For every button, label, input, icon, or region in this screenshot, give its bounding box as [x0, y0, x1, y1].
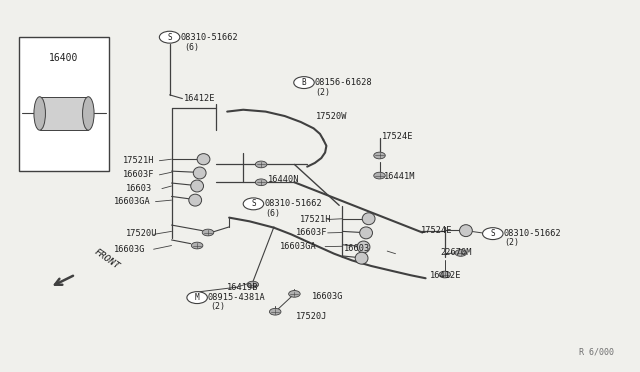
Text: 17520U: 17520U: [125, 229, 157, 238]
Circle shape: [202, 229, 214, 236]
Text: R 6/000: R 6/000: [579, 347, 614, 356]
Ellipse shape: [197, 154, 210, 165]
Ellipse shape: [355, 252, 368, 264]
Circle shape: [269, 308, 281, 315]
Text: S: S: [251, 199, 256, 208]
Circle shape: [439, 271, 451, 278]
Text: FRONT: FRONT: [93, 247, 122, 271]
Text: B: B: [301, 78, 307, 87]
Bar: [19, 37, 109, 171]
Circle shape: [191, 242, 203, 249]
Circle shape: [483, 228, 503, 240]
Ellipse shape: [34, 97, 45, 130]
Ellipse shape: [83, 97, 94, 130]
Circle shape: [374, 152, 385, 159]
Text: 16603F: 16603F: [123, 170, 154, 179]
Circle shape: [187, 292, 207, 304]
Circle shape: [374, 172, 385, 179]
Text: 17521H: 17521H: [300, 215, 331, 224]
Bar: [40, 97, 88, 130]
Text: 16603G: 16603G: [312, 292, 344, 301]
Text: 16419B: 16419B: [227, 283, 259, 292]
Text: 08310-51662: 08310-51662: [504, 229, 561, 238]
Text: M: M: [195, 293, 200, 302]
Text: (6): (6): [184, 43, 199, 52]
Circle shape: [455, 250, 467, 256]
Text: (6): (6): [265, 209, 280, 218]
Ellipse shape: [460, 225, 472, 237]
Text: 08310-51662: 08310-51662: [264, 199, 322, 208]
Text: 16441M: 16441M: [384, 172, 415, 181]
Text: 17524E: 17524E: [421, 226, 452, 235]
Text: 17520W: 17520W: [316, 112, 347, 121]
Circle shape: [255, 179, 267, 186]
Ellipse shape: [191, 180, 204, 192]
Ellipse shape: [362, 213, 375, 225]
Text: 22670M: 22670M: [440, 248, 472, 257]
Text: S: S: [490, 229, 495, 238]
Text: 08310-51662: 08310-51662: [180, 33, 238, 42]
Circle shape: [289, 291, 300, 297]
Text: 17521H: 17521H: [123, 156, 154, 165]
Text: S: S: [167, 33, 172, 42]
Circle shape: [159, 31, 180, 43]
Text: 16400: 16400: [49, 53, 79, 62]
Text: 17520J: 17520J: [296, 312, 327, 321]
Text: 08156-61628: 08156-61628: [315, 78, 372, 87]
Text: 16603GA: 16603GA: [114, 197, 150, 206]
Text: 16603: 16603: [125, 184, 152, 193]
Text: 16440N: 16440N: [268, 175, 299, 184]
Ellipse shape: [189, 194, 202, 206]
Text: (2): (2): [316, 88, 331, 97]
Text: 16412E: 16412E: [184, 94, 216, 103]
Text: (2): (2): [210, 302, 225, 311]
Ellipse shape: [357, 241, 370, 253]
Circle shape: [247, 281, 259, 288]
Circle shape: [243, 198, 264, 210]
Text: (2): (2): [504, 238, 520, 247]
Text: 16603G: 16603G: [114, 245, 145, 254]
Text: 08915-4381A: 08915-4381A: [208, 293, 266, 302]
Text: 16412E: 16412E: [430, 271, 461, 280]
Ellipse shape: [193, 167, 206, 179]
Ellipse shape: [360, 227, 372, 239]
Text: 16603GA: 16603GA: [280, 242, 317, 251]
Circle shape: [255, 161, 267, 168]
Circle shape: [294, 77, 314, 89]
Text: 16603: 16603: [344, 244, 371, 253]
Text: 17524E: 17524E: [381, 132, 413, 141]
Text: 16603F: 16603F: [296, 228, 327, 237]
